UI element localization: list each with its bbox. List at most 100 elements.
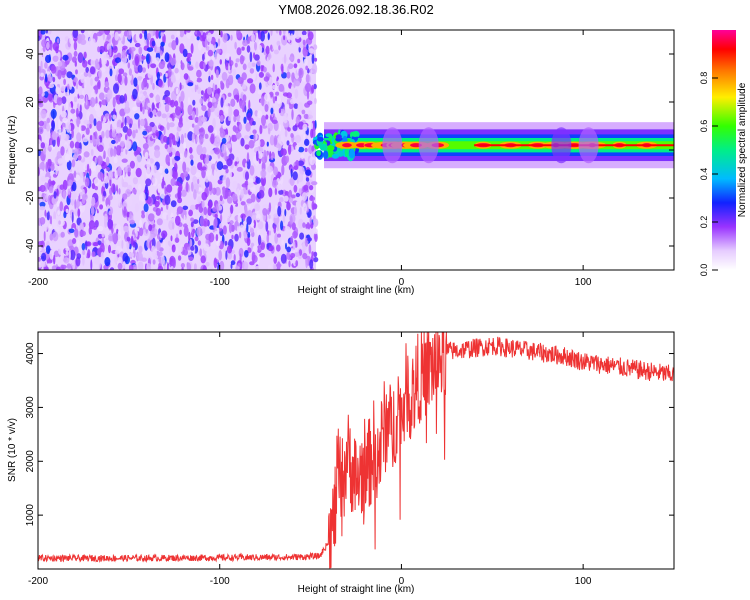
- noise-blob: [94, 76, 99, 82]
- noise-blob: [203, 206, 208, 216]
- colorbar-tick-label: 0.6: [699, 120, 709, 133]
- noise-blob: [307, 31, 314, 41]
- noise-blob: [66, 71, 73, 79]
- noise-blob: [98, 69, 103, 79]
- noise-blob: [74, 141, 80, 150]
- noise-blob: [128, 264, 134, 270]
- noise-blob: [40, 240, 45, 248]
- noise-blob: [297, 160, 305, 166]
- noise-blob: [201, 225, 206, 234]
- noise-blob: [82, 188, 85, 196]
- noise-blob: [175, 215, 181, 226]
- noise-blob: [273, 213, 279, 219]
- noise-blob: [206, 86, 213, 95]
- noise-blob: [234, 62, 238, 68]
- noise-blob: [144, 151, 149, 160]
- noise-blob: [280, 220, 284, 231]
- noise-blob: [126, 236, 131, 242]
- noise-blob: [60, 86, 66, 92]
- noise-blob: [181, 138, 184, 144]
- noise-blob: [132, 129, 136, 139]
- noise-blob: [291, 222, 296, 231]
- noise-blob: [48, 54, 51, 63]
- noise-blob: [307, 100, 313, 106]
- noise-blob: [53, 211, 56, 222]
- noise-blob: [63, 78, 66, 86]
- noise-blob: [106, 33, 111, 41]
- noise-blob: [181, 189, 187, 197]
- noise-blob: [255, 177, 261, 184]
- noise-blob: [288, 56, 294, 61]
- x-tick-label: 0: [399, 576, 405, 587]
- noise-blob: [122, 169, 125, 180]
- snr-x-ticks: -200 -100 0 100: [28, 332, 592, 587]
- noise-blob: [49, 216, 53, 227]
- noise-blob: [150, 63, 157, 69]
- noise-blob: [50, 108, 57, 119]
- noise-blob: [192, 219, 199, 225]
- noise-blob: [197, 95, 200, 102]
- noise-blob: [252, 245, 258, 253]
- noise-blob: [201, 116, 207, 123]
- noise-blob: [210, 36, 216, 46]
- noise-blob: [173, 162, 178, 172]
- noise-blob: [179, 229, 182, 235]
- noise-blob: [279, 197, 284, 203]
- noise-blob: [284, 209, 287, 217]
- noise-blob: [230, 260, 236, 266]
- noise-blob: [80, 33, 86, 41]
- noise-blob: [49, 223, 52, 229]
- noise-blob: [313, 228, 318, 235]
- noise-blob: [188, 209, 194, 217]
- noise-blob: [314, 120, 317, 129]
- noise-blob: [103, 57, 108, 65]
- noise-blob: [68, 249, 71, 261]
- noise-blob: [151, 245, 156, 254]
- noise-blob: [222, 165, 229, 170]
- noise-blob: [120, 122, 124, 129]
- noise-blob: [171, 40, 177, 51]
- noise-blob: [124, 75, 128, 86]
- noise-blob: [207, 107, 211, 118]
- noise-blob: [163, 126, 166, 136]
- noise-blob: [117, 73, 122, 84]
- noise-blob: [69, 35, 73, 45]
- noise-blob: [99, 136, 103, 143]
- noise-blob: [40, 109, 47, 119]
- noise-blob: [149, 92, 154, 98]
- noise-blob: [305, 214, 308, 225]
- noise-blob: [273, 256, 278, 264]
- noise-blob: [52, 130, 57, 140]
- noise-blob: [120, 30, 123, 42]
- noise-blob: [286, 140, 290, 146]
- noise-blob: [249, 83, 256, 94]
- noise-blob: [278, 44, 281, 51]
- noise-blob: [140, 136, 143, 141]
- noise-blob: [164, 186, 167, 195]
- noise-blob: [258, 71, 264, 78]
- noise-blob: [188, 231, 191, 242]
- noise-blob: [203, 243, 210, 252]
- noise-blob: [93, 118, 97, 127]
- noise-blob: [57, 158, 64, 164]
- colorbar-tick-label: 0.4: [699, 168, 709, 181]
- noise-blob: [301, 30, 307, 36]
- noise-blob: [138, 227, 144, 237]
- noise-blob: [249, 68, 255, 74]
- noise-blob: [74, 228, 79, 238]
- noise-blob: [297, 77, 302, 82]
- noise-blob: [246, 152, 250, 163]
- signal-bump: [551, 127, 572, 164]
- noise-blob: [145, 184, 148, 194]
- noise-blob: [137, 64, 143, 73]
- noise-blob: [202, 265, 207, 270]
- noise-blob: [65, 208, 69, 213]
- noise-blob: [76, 132, 82, 143]
- noise-blob: [91, 134, 95, 142]
- noise-blob: [258, 189, 265, 199]
- noise-blob: [82, 59, 88, 68]
- noise-blob: [57, 69, 62, 80]
- noise-blob: [164, 96, 171, 104]
- noise-blob: [239, 100, 246, 109]
- noise-blob: [71, 128, 74, 139]
